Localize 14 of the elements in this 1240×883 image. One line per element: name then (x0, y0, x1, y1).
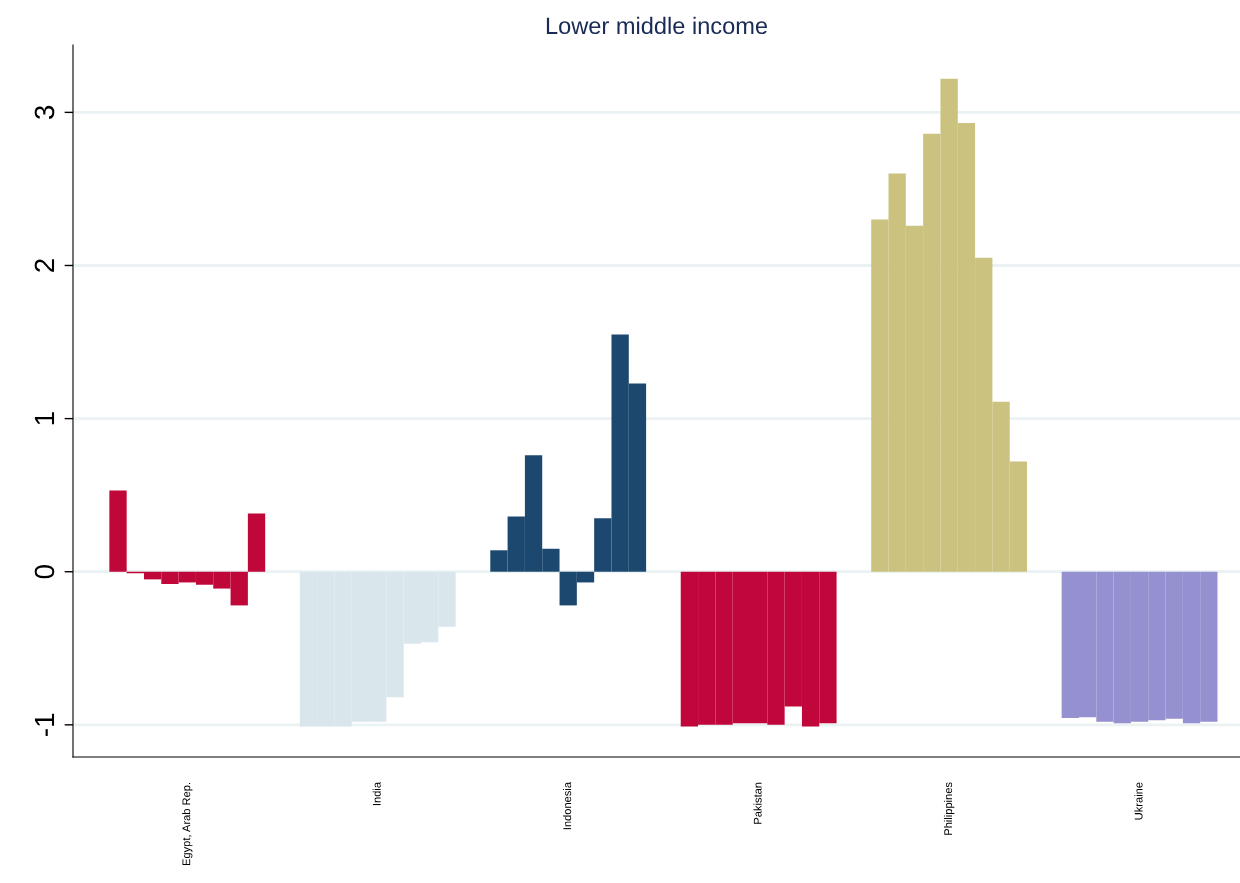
y-tick-label: -1 (34, 713, 55, 736)
x-tick-label: Ukraine (1134, 782, 1143, 820)
x-tick-label: Indonesia (563, 782, 572, 830)
x-tick-label: India (372, 782, 381, 806)
x-tick-label: Pakistan (753, 782, 762, 824)
bar (247, 513, 266, 572)
y-tick-label: 1 (34, 412, 55, 425)
x-tick-label: Philippines (943, 782, 955, 835)
bar (109, 490, 127, 572)
y-tick-label: 3 (34, 105, 55, 120)
y-tick-label: 2 (34, 259, 55, 272)
y-tick-label: 0 (34, 565, 55, 579)
x-tick-label: Egypt, Arab Rep. (182, 783, 193, 866)
chart-title: Lower middle income (546, 16, 768, 35)
